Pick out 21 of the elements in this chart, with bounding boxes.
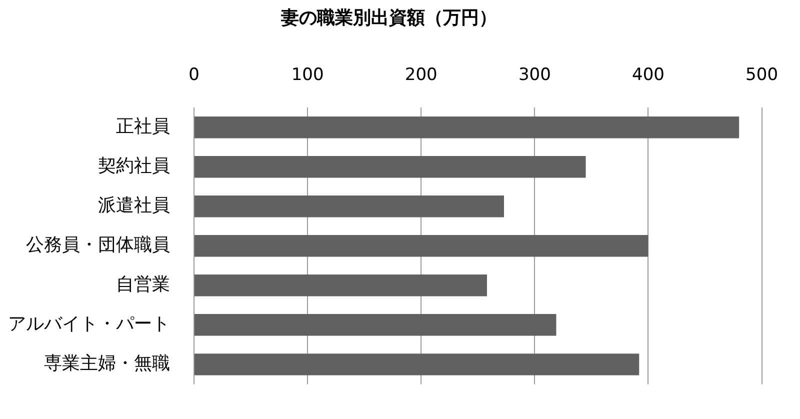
x-tick-label: 0 — [188, 64, 200, 85]
bar — [194, 354, 640, 376]
bar — [194, 314, 556, 336]
x-tick-label: 200 — [404, 64, 438, 85]
y-tick-label: 自営業 — [116, 274, 170, 296]
y-tick-label: 公務員・団体職員 — [26, 234, 170, 256]
y-tick-label: 正社員 — [116, 116, 170, 138]
x-tick-label: 400 — [632, 64, 664, 85]
y-tick-label: アルバイト・パート — [8, 314, 170, 335]
chart-title: 妻の職業別出資額（万円） — [280, 7, 497, 28]
y-tick-label: 派遣社員 — [98, 195, 170, 216]
x-tick-label: 500 — [746, 64, 778, 85]
bar — [194, 116, 740, 138]
bar — [194, 196, 504, 218]
bar — [194, 156, 586, 178]
bar — [194, 235, 648, 257]
x-tick-label: 300 — [518, 64, 551, 85]
y-tick-label: 専業主婦・無職 — [44, 353, 170, 374]
y-tick-label: 契約社員 — [98, 156, 170, 177]
bar — [194, 274, 487, 296]
x-tick-label: 100 — [291, 64, 324, 85]
